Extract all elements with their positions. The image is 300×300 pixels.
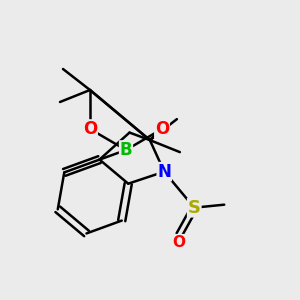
Text: O: O bbox=[173, 235, 186, 250]
Text: O: O bbox=[83, 120, 97, 138]
Text: S: S bbox=[188, 199, 201, 217]
Text: B: B bbox=[120, 141, 132, 159]
Text: N: N bbox=[157, 163, 171, 181]
Text: O: O bbox=[155, 120, 169, 138]
